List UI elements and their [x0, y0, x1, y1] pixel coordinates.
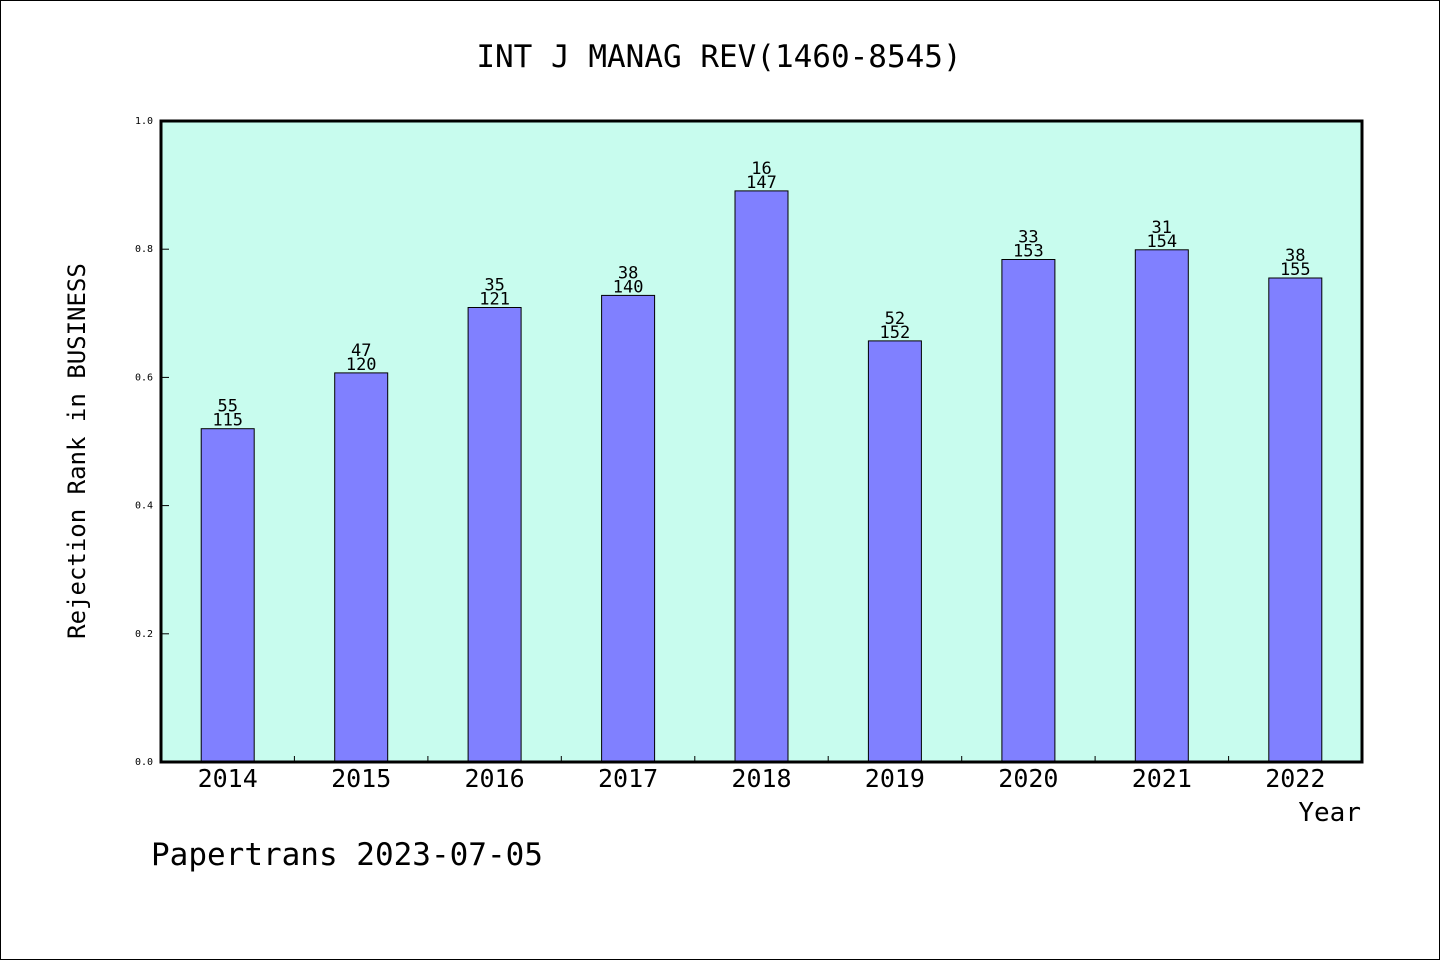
bars-layer: 5511547120351213814016147521523315331154…: [200, 159, 1323, 763]
x-tick-label-2017: 2017: [598, 764, 658, 793]
bar-label-bottom-2019: 152: [880, 323, 911, 343]
footer-text: Papertrans 2023-07-05: [151, 837, 543, 873]
bar-label-top-2021: 31: [1152, 218, 1172, 238]
bar-2021: [1134, 249, 1189, 763]
bar-2017: [601, 294, 656, 763]
x-tick-label-2019: 2019: [865, 764, 925, 793]
x-tick-label-2014: 2014: [198, 764, 258, 793]
bar-label-top-2016: 35: [484, 276, 504, 296]
bar-label-top-2019: 52: [885, 309, 905, 329]
x-tick-label-2018: 2018: [731, 764, 791, 793]
bar-label-top-2017: 38: [618, 263, 638, 283]
bar-2016: [467, 307, 522, 763]
y-tick-label-3: 0.6: [135, 372, 153, 383]
bar-label-bottom-2018: 147: [746, 173, 777, 193]
bar-label-bottom-2020: 153: [1013, 242, 1044, 262]
ticks-layer: 2014 2015 2016 2017 2018 2019 2020 2021 2022 0.0 0…: [135, 116, 1325, 793]
bar-label-bottom-2017: 140: [613, 277, 644, 297]
x-tick-label-2022: 2022: [1265, 764, 1325, 793]
bar-2015: [334, 372, 389, 763]
x-tick-label-2021: 2021: [1132, 764, 1192, 793]
chart-title: INT J MANAG REV(1460-8545): [476, 39, 961, 75]
bar-label-top-2014: 55: [217, 397, 237, 417]
x-tick-label-2015: 2015: [331, 764, 391, 793]
y-tick-label-4: 0.8: [135, 244, 153, 255]
x-axis-label: Year: [1298, 798, 1361, 828]
bar-label-top-2015: 47: [351, 341, 371, 361]
bar-label-bottom-2014: 115: [212, 411, 243, 431]
bar-label-top-2022: 38: [1285, 246, 1305, 266]
y-axis-label: Rejection Rank in BUSINESS: [63, 263, 91, 639]
y-tick-label-2: 0.4: [135, 501, 153, 512]
y-tick-label-0: 0.0: [135, 757, 153, 768]
bar-label-bottom-2016: 121: [479, 290, 510, 310]
bar-2019: [867, 340, 922, 763]
x-tick-label-2016: 2016: [464, 764, 524, 793]
bar-label-bottom-2015: 120: [346, 355, 377, 375]
bar-label-top-2020: 33: [1018, 228, 1038, 248]
bar-label-bottom-2022: 155: [1280, 260, 1311, 280]
bar-2022: [1268, 277, 1323, 763]
plot-border: [159, 119, 1364, 764]
bar-2014: [200, 428, 255, 763]
y-tick-label-1: 0.2: [135, 629, 153, 640]
bar-2018: [734, 190, 789, 763]
bar-label-bottom-2021: 154: [1146, 232, 1177, 252]
bar-label-top-2018: 16: [751, 159, 771, 179]
bar-2020: [1001, 259, 1056, 763]
y-tick-label-5: 1.0: [135, 116, 153, 127]
x-tick-label-2020: 2020: [998, 764, 1058, 793]
